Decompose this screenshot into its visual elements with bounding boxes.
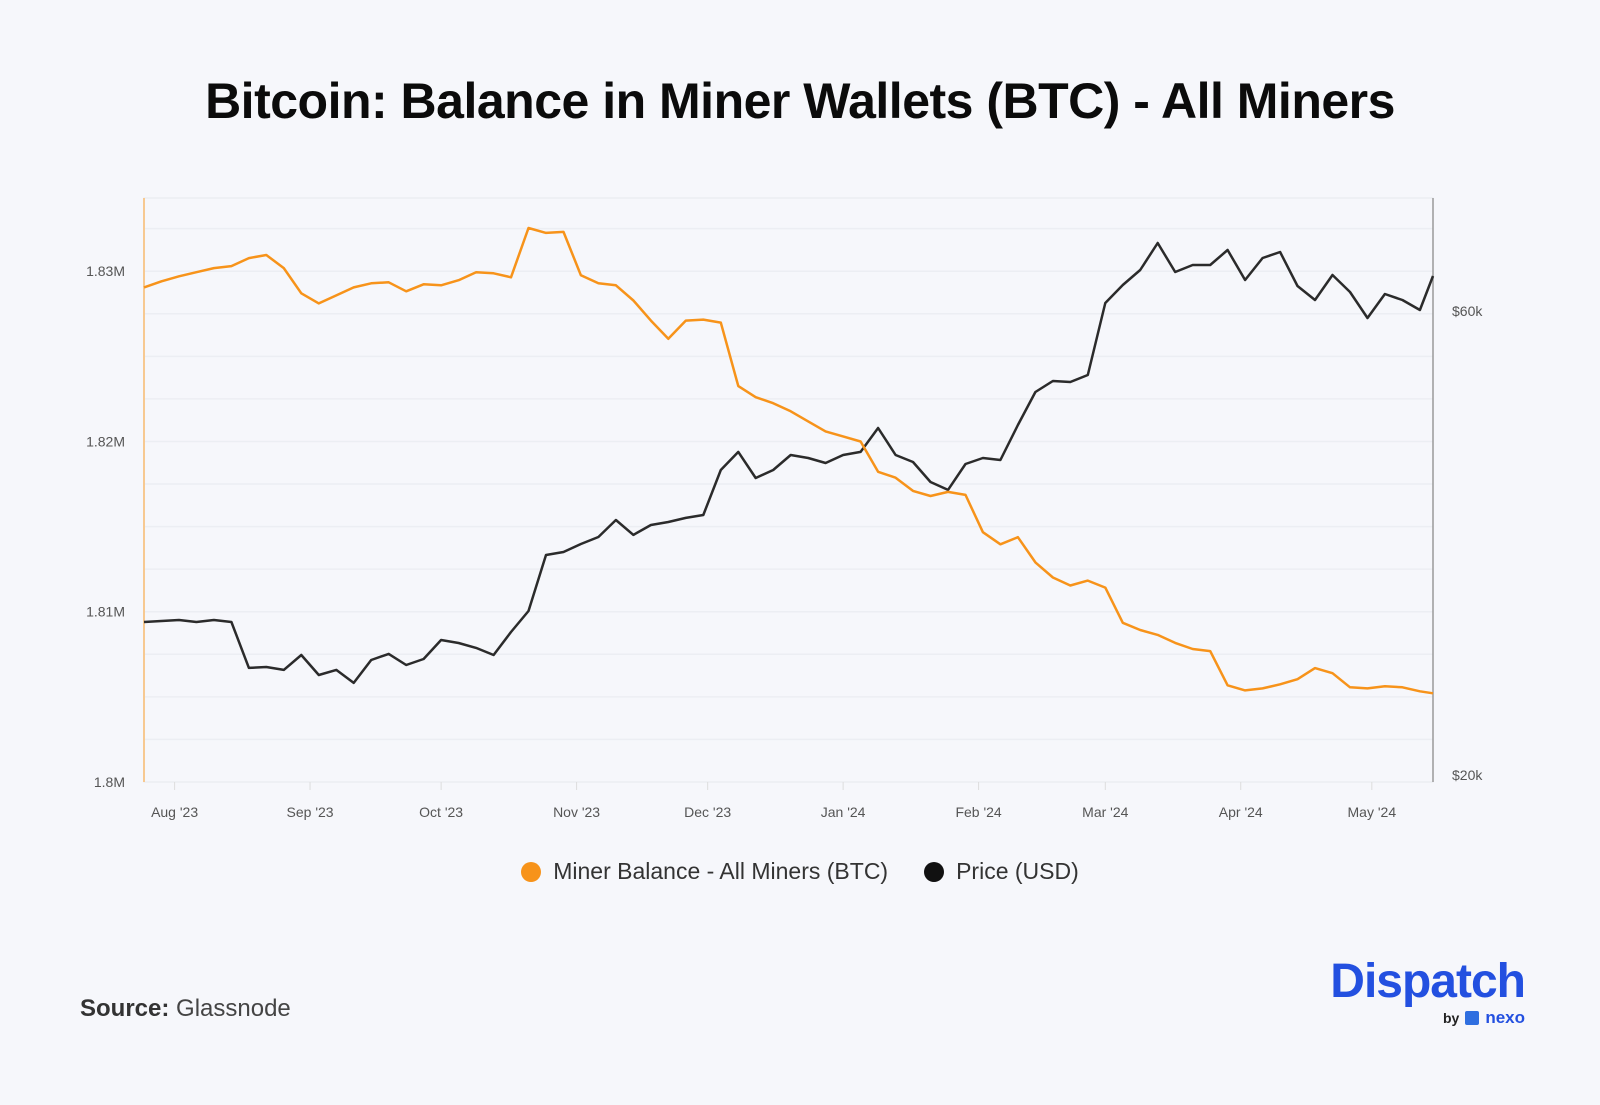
chart-title: Bitcoin: Balance in Miner Wallets (BTC) …: [205, 73, 1395, 129]
legend: Miner Balance - All Miners (BTC) Price (…: [0, 858, 1600, 885]
dispatch-logo: Dispatch by nexo: [1300, 955, 1526, 1028]
logo-partner: nexo: [1485, 1008, 1525, 1027]
nexo-icon: [1465, 1011, 1480, 1025]
x-tick-label: Sep '23: [287, 804, 334, 820]
y-left-tick-label: 1.81M: [86, 604, 125, 620]
series-lines: [143, 226, 1435, 695]
plot-frame: [143, 197, 1434, 783]
legend-label: Miner Balance - All Miners (BTC): [553, 858, 889, 884]
right-axis-ticks: $20k $60k: [1452, 303, 1483, 783]
orange-dot-icon: [521, 861, 542, 882]
x-tick-label: Mar '24: [1082, 804, 1128, 820]
x-tick-label: Feb '24: [955, 804, 1001, 820]
x-tick-label: Aug '23: [151, 804, 198, 820]
price-line: [143, 241, 1435, 685]
x-tick-label: Jan '24: [821, 804, 866, 820]
legend-item-price[interactable]: Price (USD): [924, 858, 1079, 885]
x-tick-label: Nov '23: [553, 804, 600, 820]
x-tick-label: Dec '23: [684, 804, 731, 820]
y-right-tick-label: $20k: [1452, 767, 1483, 783]
source-value: Glassnode: [176, 995, 291, 1022]
miner-balance-line: [143, 226, 1434, 695]
x-tick-label: Apr '24: [1219, 804, 1263, 820]
logo-brand: Dispatch: [1330, 955, 1526, 1008]
y-left-tick-label: 1.8M: [94, 774, 125, 790]
source-note: Source: Glassnode: [80, 995, 291, 1023]
y-right-tick-label: $60k: [1452, 303, 1483, 319]
black-dot-icon: [924, 861, 945, 882]
left-axis-ticks: 1.8M 1.81M 1.82M 1.83M: [86, 263, 125, 790]
legend-label: Price (USD): [956, 858, 1079, 884]
x-tick-label: May '24: [1348, 804, 1397, 820]
x-tick-label: Oct '23: [419, 804, 463, 820]
chart: 1.8M 1.81M 1.82M 1.83M $20k $60k Aug '23 Sep …: [86, 197, 1483, 820]
y-left-tick-label: 1.82M: [86, 433, 125, 449]
y-left-tick-label: 1.83M: [86, 263, 125, 279]
legend-item-miner-balance[interactable]: Miner Balance - All Miners (BTC): [521, 858, 888, 885]
gridlines: [144, 227, 1433, 741]
logo-by: by: [1442, 1010, 1460, 1026]
source-label: Source:: [80, 995, 170, 1022]
x-axis-ticks: Aug '23 Sep '23 Oct '23 Nov '23 Dec '23 Jan '…: [151, 782, 1396, 820]
